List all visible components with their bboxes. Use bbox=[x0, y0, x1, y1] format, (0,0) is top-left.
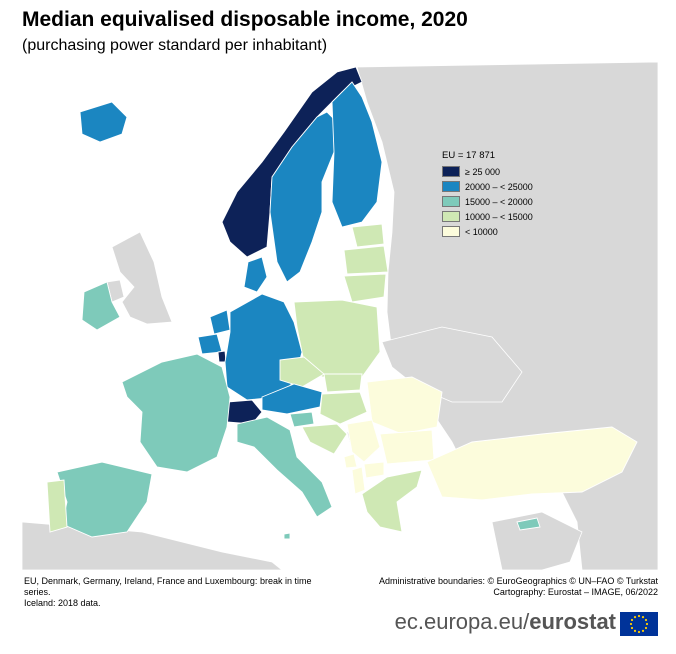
country-malta[interactable] bbox=[283, 532, 291, 540]
credit-cartography: Cartography: Eurostat – IMAGE, 06/2022 bbox=[493, 587, 658, 597]
middle-east-region bbox=[491, 511, 583, 570]
country-greece[interactable] bbox=[361, 469, 423, 533]
legend-label: < 10000 bbox=[465, 226, 498, 237]
legend-row: 15000 – < 20000 bbox=[442, 194, 572, 209]
legend-title: EU = 17 871 bbox=[442, 150, 496, 161]
country-latvia[interactable] bbox=[343, 245, 389, 275]
country-luxembourg[interactable] bbox=[217, 350, 227, 363]
legend-swatch bbox=[442, 166, 460, 177]
legend-label: 10000 – < 15000 bbox=[465, 211, 533, 222]
country-hungary[interactable] bbox=[319, 391, 368, 425]
country-ireland[interactable] bbox=[81, 281, 121, 331]
country-slovenia[interactable] bbox=[289, 411, 315, 428]
legend-row: 10000 – < 15000 bbox=[442, 209, 572, 224]
legend-row: ≥ 25 000 bbox=[442, 164, 572, 179]
map-title: Median equivalised disposable income, 20… bbox=[22, 8, 468, 31]
country-north-macedonia[interactable] bbox=[363, 461, 385, 479]
footnotes: EU, Denmark, Germany, Ireland, France an… bbox=[24, 576, 324, 609]
country-iceland[interactable] bbox=[79, 101, 128, 143]
country-cyprus[interactable] bbox=[516, 517, 541, 531]
legend-row: < 10000 bbox=[442, 224, 572, 239]
legend-label: 15000 – < 20000 bbox=[465, 196, 533, 207]
country-sweden[interactable] bbox=[269, 111, 338, 283]
country-montenegro[interactable] bbox=[343, 453, 358, 469]
footnote-break-in-series: EU, Denmark, Germany, Ireland, France an… bbox=[24, 576, 312, 597]
country-turkiye[interactable] bbox=[426, 426, 638, 501]
countries-layer bbox=[46, 66, 638, 540]
legend-label: ≥ 25 000 bbox=[465, 166, 500, 177]
legend-swatch bbox=[442, 211, 460, 222]
legend-swatch bbox=[442, 181, 460, 192]
map-legend: EU = 17 871 ≥ 25 000 20000 – < 25000 150… bbox=[442, 150, 572, 239]
country-estonia[interactable] bbox=[351, 223, 385, 248]
country-denmark[interactable] bbox=[243, 256, 268, 293]
map-subtitle: (purchasing power standard per inhabitan… bbox=[22, 37, 328, 54]
eu-flag-icon bbox=[620, 612, 658, 636]
eurostat-brand[interactable]: ec.europa.eu/eurostat bbox=[395, 609, 616, 635]
legend-row: 20000 – < 25000 bbox=[442, 179, 572, 194]
brand-site: ec.europa.eu/ bbox=[394, 609, 530, 634]
country-bulgaria[interactable] bbox=[379, 429, 435, 465]
country-norway[interactable] bbox=[221, 66, 363, 258]
legend-swatch bbox=[442, 226, 460, 237]
country-portugal[interactable] bbox=[46, 479, 68, 533]
footnote-iceland: Iceland: 2018 data. bbox=[24, 598, 101, 608]
country-serbia[interactable] bbox=[346, 419, 381, 463]
country-italy[interactable] bbox=[236, 416, 333, 518]
legend-swatch bbox=[442, 196, 460, 207]
credits: Administrative boundaries: © EuroGeograp… bbox=[379, 576, 658, 598]
great-britain bbox=[111, 231, 173, 325]
country-lithuania[interactable] bbox=[343, 273, 387, 303]
country-france[interactable] bbox=[121, 353, 231, 473]
country-austria[interactable] bbox=[261, 383, 323, 415]
europe-map bbox=[22, 62, 658, 570]
country-croatia[interactable] bbox=[301, 423, 348, 455]
country-slovakia[interactable] bbox=[323, 373, 363, 393]
country-czechia[interactable] bbox=[279, 356, 325, 388]
credit-boundaries: Administrative boundaries: © EuroGeograp… bbox=[378, 576, 658, 586]
brand-name: eurostat bbox=[529, 609, 616, 634]
country-albania[interactable] bbox=[351, 466, 366, 495]
country-finland[interactable] bbox=[331, 81, 383, 228]
legend-label: 20000 – < 25000 bbox=[465, 181, 533, 192]
legend-class-list: ≥ 25 000 20000 – < 25000 15000 – < 20000… bbox=[442, 164, 572, 239]
